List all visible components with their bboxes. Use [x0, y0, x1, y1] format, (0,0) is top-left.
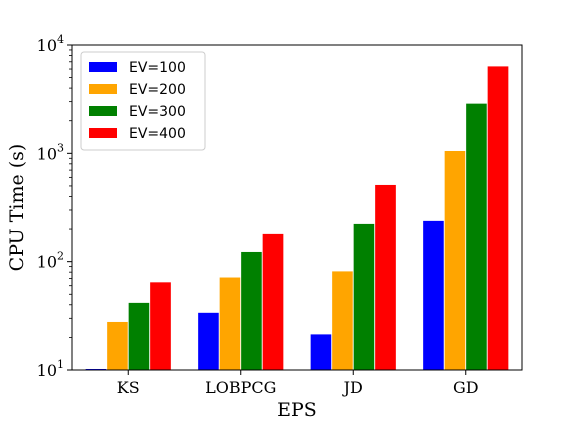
x-tick-label: JD	[342, 378, 363, 397]
bar-jd-ev400	[374, 184, 397, 371]
y-axis-label: CPU Time (s)	[6, 144, 28, 272]
legend-label: EV=400	[129, 126, 186, 142]
legend-label: EV=100	[129, 60, 186, 76]
bar-lobpcg-ev400	[261, 233, 285, 371]
bar-gd-ev400	[486, 65, 510, 371]
x-tick-label: LOBPCG	[205, 378, 276, 397]
x-axis-ticks: KS LOBPCG JD GD	[117, 370, 479, 397]
y-tick-label: 104	[37, 33, 64, 55]
y-axis-ticks: 101 102 103 104	[37, 33, 72, 380]
bar-ks-ev300	[127, 302, 151, 371]
x-tick-label: KS	[117, 378, 140, 397]
y-tick-label: 101	[37, 358, 64, 380]
x-tick-label: GD	[453, 378, 479, 397]
legend-box	[80, 51, 206, 151]
legend: EV=100 EV=200 EV=300 EV=400	[80, 51, 206, 151]
legend-swatch	[89, 106, 117, 116]
x-axis-label: EPS	[277, 399, 317, 421]
bar-jd-ev300	[352, 223, 376, 371]
bar-jd-ev100	[309, 333, 333, 371]
plot-frame	[71, 44, 523, 371]
bar-gd-ev300	[465, 102, 488, 371]
bar-gd-ev200	[443, 150, 467, 371]
bar-lobpcg-ev200	[218, 276, 242, 371]
bar-lobpcg-ev100	[197, 312, 220, 371]
legend-label: EV=200	[129, 82, 186, 98]
bar-ks-ev400	[149, 281, 172, 371]
legend-swatch	[89, 84, 117, 94]
bar-gd-ev100	[422, 220, 445, 371]
y-tick-label: 103	[37, 141, 64, 163]
y-tick-label: 102	[37, 250, 64, 272]
bar-lobpcg-ev300	[240, 251, 263, 371]
bar-jd-ev200	[331, 270, 354, 371]
legend-label: EV=300	[129, 104, 186, 120]
legend-swatch	[89, 128, 117, 138]
bar-ks-ev200	[106, 321, 129, 371]
bars	[84, 65, 510, 371]
legend-swatch	[89, 62, 117, 72]
